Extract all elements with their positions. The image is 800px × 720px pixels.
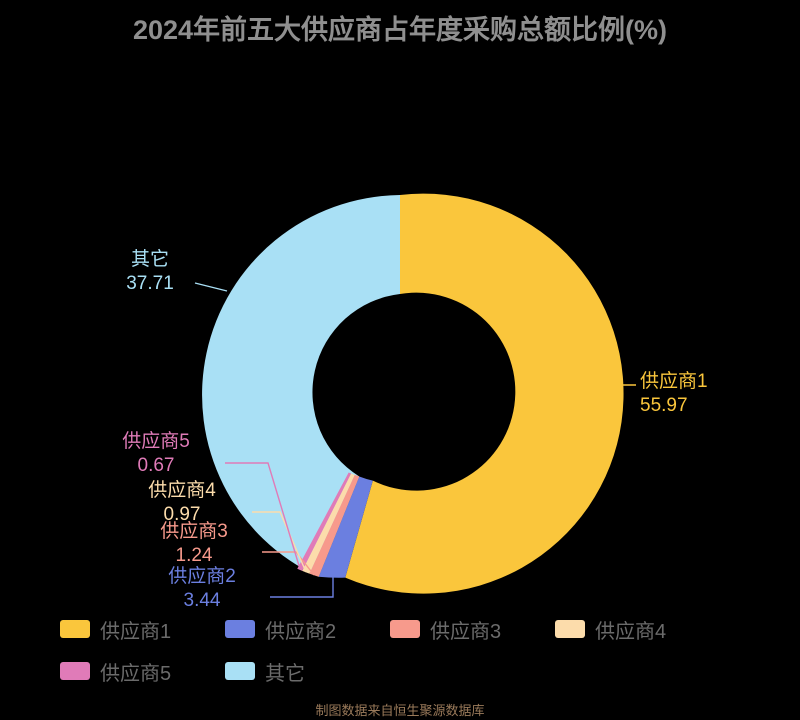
legend-swatch-icon <box>225 662 255 680</box>
legend-label: 其它 <box>265 662 305 685</box>
leader-line-supplier-3 <box>262 551 315 576</box>
legend-swatch-icon <box>390 620 420 638</box>
donut-slices <box>202 193 624 594</box>
legend-label: 供应商5 <box>100 662 172 685</box>
legend-item-supplier-3[interactable]: 供应商3 <box>390 608 555 650</box>
data-label-supplier-1: 供应商1 55.97 <box>640 371 708 416</box>
legend-label: 供应商1 <box>100 620 172 643</box>
legend-label: 供应商3 <box>430 620 502 643</box>
data-label-supplier-5: 供应商5 0.67 <box>122 431 190 476</box>
legend-item-supplier-4[interactable]: 供应商4 <box>555 608 720 650</box>
source-note: 制图数据来自恒生聚源数据库 <box>315 703 485 718</box>
slice-supplier-1[interactable] <box>345 193 624 594</box>
slice-supplier-5[interactable] <box>297 472 352 571</box>
slice-supplier-3[interactable] <box>309 474 360 577</box>
data-label-supplier-2: 供应商2 3.44 <box>168 566 236 611</box>
data-label-supplier-4: 供应商4 0.97 <box>148 480 216 525</box>
legend-swatch-icon <box>555 620 585 638</box>
legend-swatch-icon <box>60 662 90 680</box>
legend-swatch-icon <box>225 620 255 638</box>
legend-item-other[interactable]: 其它 <box>225 650 390 692</box>
chart-legend: 供应商1 供应商2 供应商3 供应商4 供应商5 其它 <box>60 608 760 692</box>
slice-supplier-2[interactable] <box>318 476 373 578</box>
leader-line-other <box>194 282 228 292</box>
legend-item-supplier-2[interactable]: 供应商2 <box>225 608 390 650</box>
legend-label: 供应商2 <box>265 620 337 643</box>
legend-item-supplier-1[interactable]: 供应商1 <box>60 608 225 650</box>
data-label-supplier-3: 供应商3 1.24 <box>160 521 228 566</box>
leader-lines <box>194 282 636 598</box>
page-title: 2024年前五大供应商占年度采购总额比例(%) <box>132 15 668 45</box>
leader-line-supplier-2 <box>270 577 334 598</box>
leader-line-supplier-4 <box>252 511 307 573</box>
data-label-other: 其它 37.71 <box>126 249 174 294</box>
legend-swatch-icon <box>60 620 90 638</box>
leader-line-supplier-5 <box>225 462 301 570</box>
legend-item-supplier-5[interactable]: 供应商5 <box>60 650 225 692</box>
slice-supplier-4[interactable] <box>302 473 355 574</box>
legend-label: 供应商4 <box>595 620 667 643</box>
